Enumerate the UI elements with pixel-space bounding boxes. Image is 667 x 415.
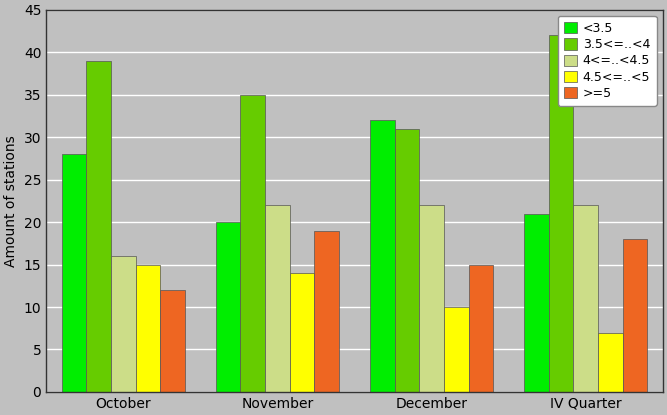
Bar (216, 222, 240, 392)
Bar (469, 264, 494, 392)
Bar (549, 35, 574, 392)
Bar (111, 256, 135, 392)
Y-axis label: Amount of stations: Amount of stations (4, 135, 18, 267)
Bar (160, 290, 185, 392)
Bar (598, 332, 623, 392)
Bar (623, 239, 648, 392)
Bar (86, 61, 111, 392)
Legend: <3.5, 3.5<=..<4, 4<=..<4.5, 4.5<=..<5, >=5: <3.5, 3.5<=..<4, 4<=..<4.5, 4.5<=..<5, >… (558, 16, 656, 106)
Bar (314, 231, 339, 392)
Bar (444, 307, 469, 392)
Bar (370, 120, 395, 392)
Bar (265, 205, 289, 392)
Bar (61, 154, 86, 392)
Bar (135, 264, 160, 392)
Bar (395, 129, 420, 392)
Bar (420, 205, 444, 392)
Bar (289, 273, 314, 392)
Bar (524, 214, 549, 392)
Bar (240, 95, 265, 392)
Bar (574, 205, 598, 392)
